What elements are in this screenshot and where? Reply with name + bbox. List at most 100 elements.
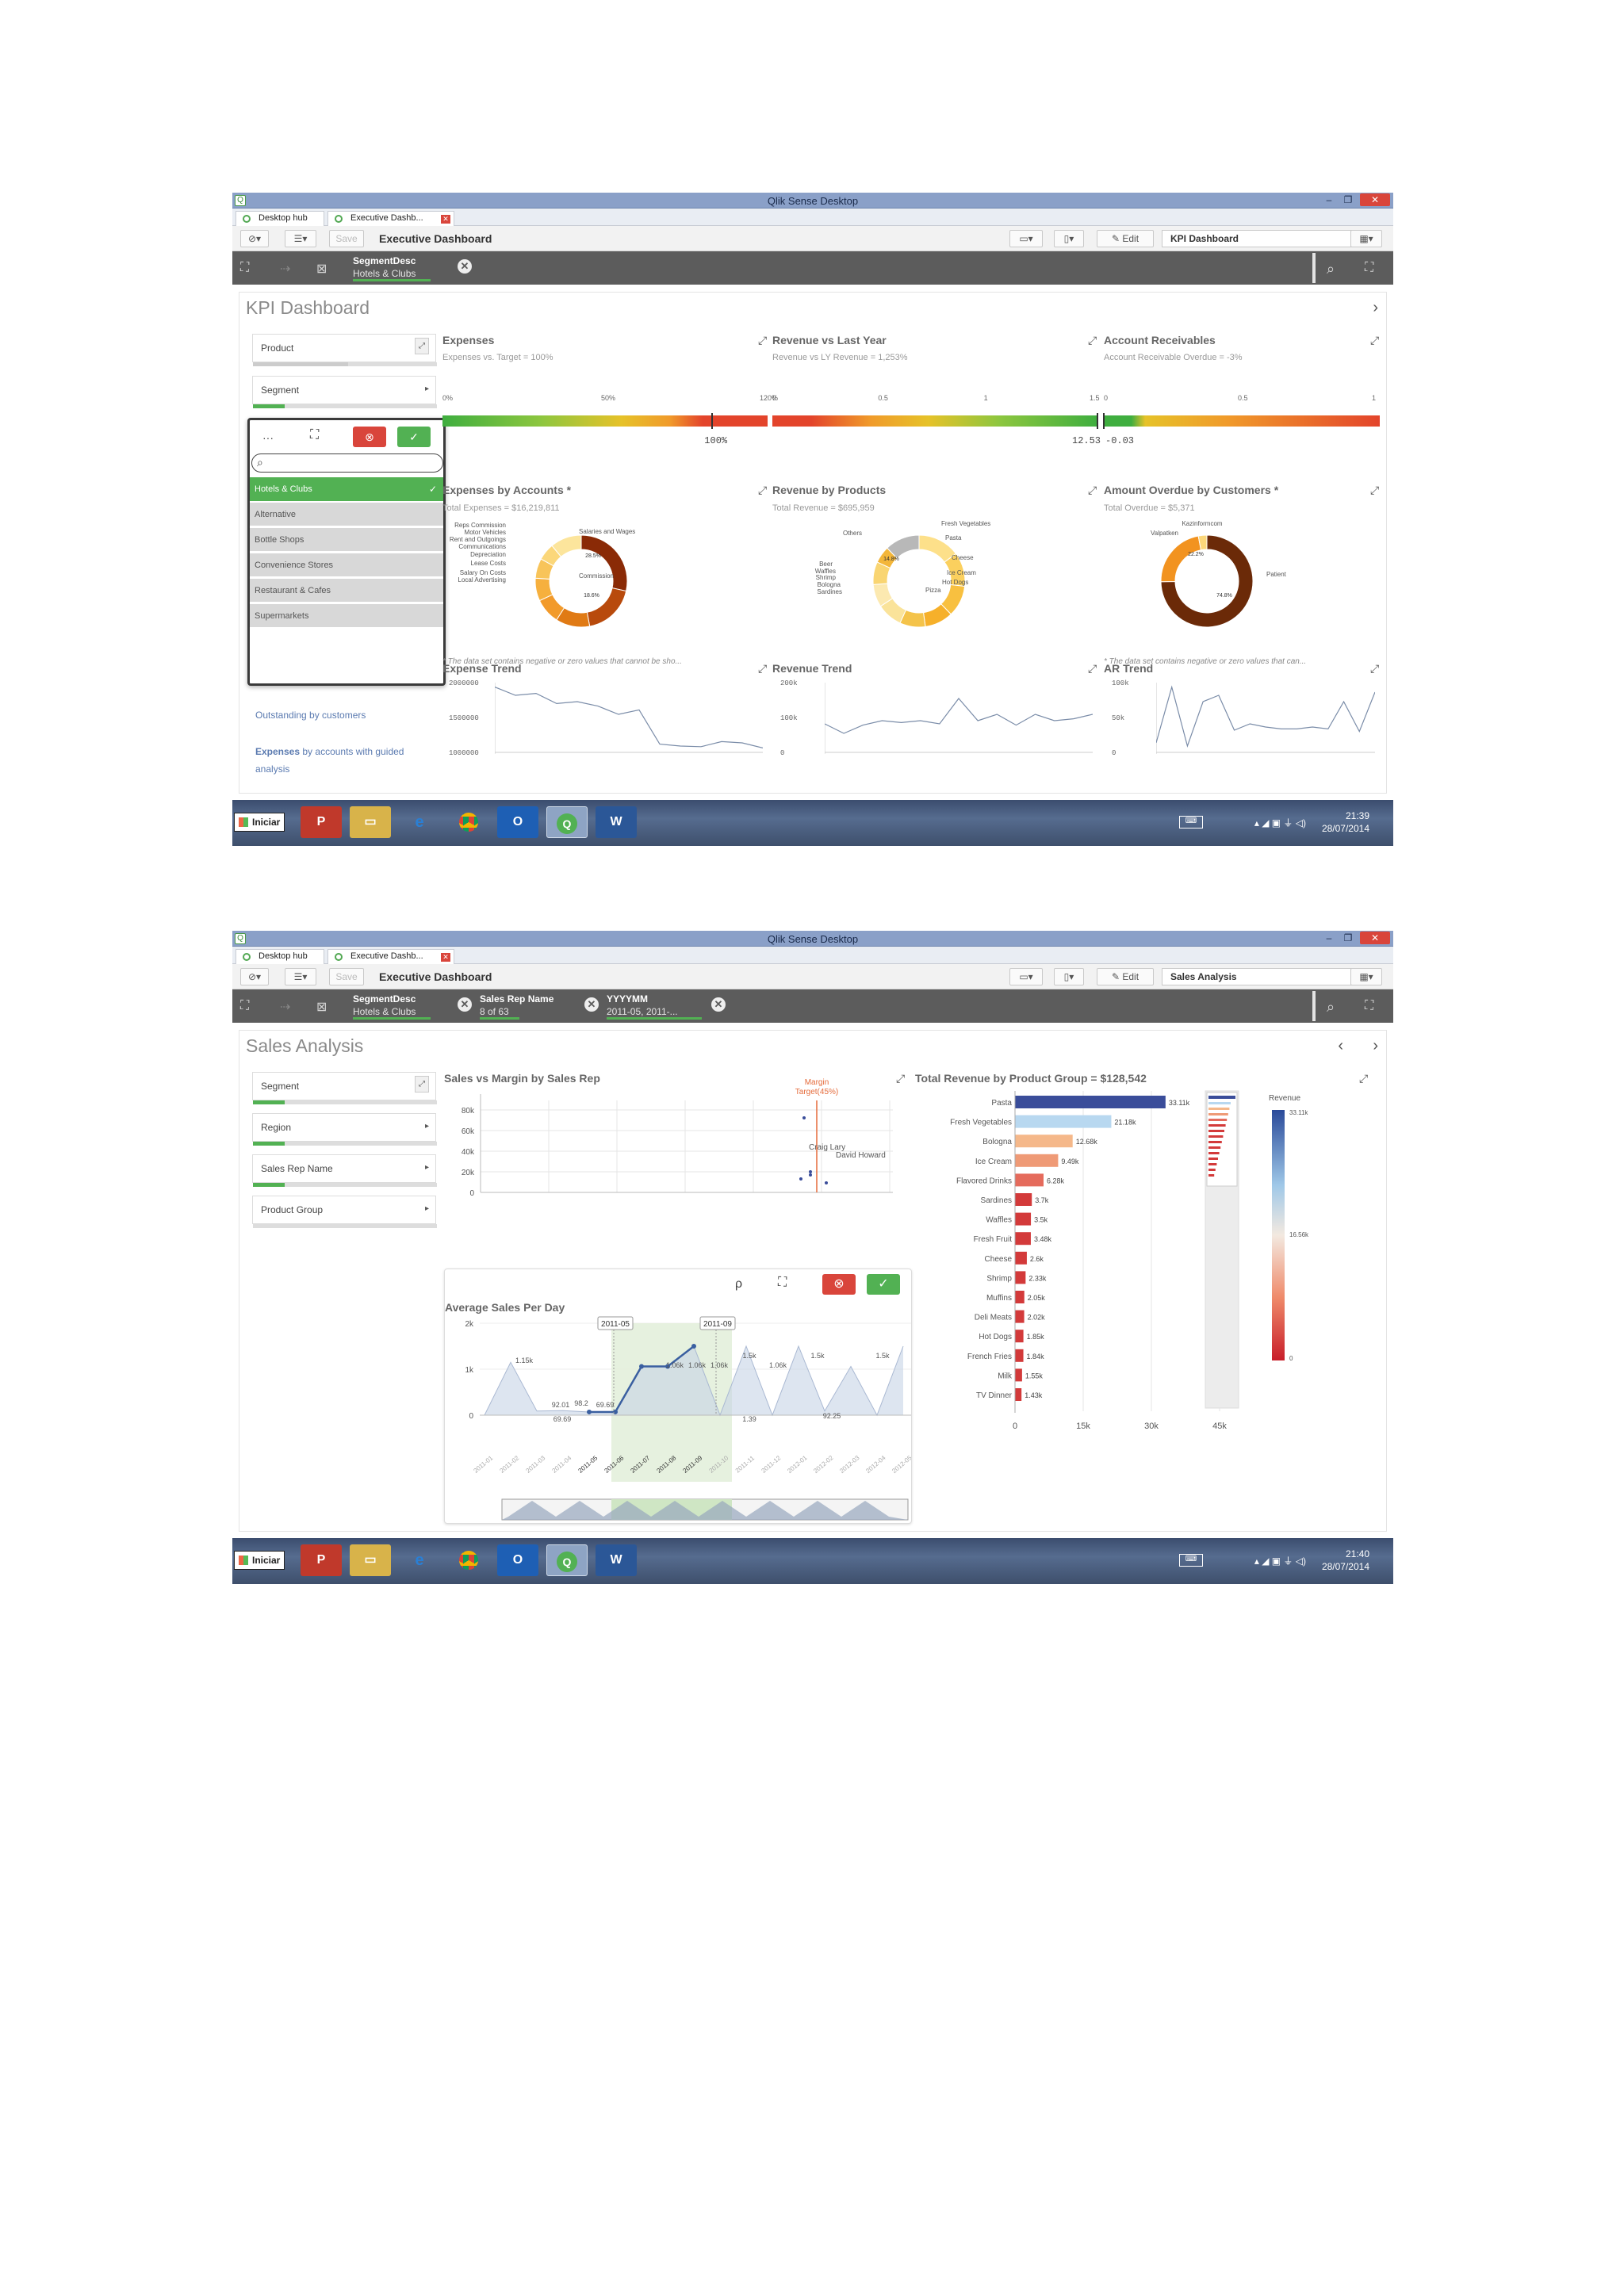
trend-line[interactable] [495,683,763,754]
selections-tool-icon[interactable]: ⛶ [1365,261,1374,274]
smart-search-icon[interactable]: ⛶ [240,999,250,1012]
expand-icon[interactable]: ⤢ [758,662,768,675]
filter-sales-rep-name[interactable]: Sales Rep Name ▸ [252,1154,437,1187]
chrome-icon[interactable] [448,1544,489,1576]
bar[interactable] [1015,1271,1026,1284]
link-outstanding[interactable]: Outstanding by customers [255,710,366,721]
next-sheet-icon[interactable]: › [1373,1037,1378,1054]
trend-series[interactable] [1156,685,1375,748]
cancel-selection-button[interactable]: ⊗ [822,1274,856,1295]
bar[interactable] [1015,1251,1027,1265]
explorer-icon[interactable]: ▭ [350,806,391,838]
clear-all-icon[interactable]: ⊠ [316,262,327,276]
donut-slice[interactable] [887,534,920,559]
list-item[interactable]: Hotels & Clubs ✓ [250,477,443,501]
bar[interactable] [1015,1115,1112,1128]
filter-product-group[interactable]: Product Group ▸ [252,1196,437,1228]
present-button[interactable]: ▭▾ [1009,968,1043,985]
filter-segment[interactable]: Segment ▸ [252,376,437,408]
powerpoint-icon[interactable]: P [301,806,342,838]
close-window-button[interactable]: ✕ [1360,193,1390,206]
bar[interactable] [1015,1388,1022,1401]
word-icon[interactable]: W [596,806,637,838]
maximize-button[interactable]: ❐ [1343,194,1353,205]
bar[interactable] [1015,1349,1024,1362]
expand-icon[interactable]: ⤢ [896,1072,906,1085]
trend-line[interactable] [825,683,1093,754]
cancel-selection-button[interactable]: ⊗ [353,427,386,447]
list-item[interactable]: Restaurant & Cafes [250,579,443,603]
expand-icon[interactable]: ⤢ [1088,662,1097,675]
select-tool-icon[interactable]: ⛶ [778,1276,787,1289]
expand-icon[interactable]: ⤢ [1088,334,1097,346]
filter-region[interactable]: Region ▸ [252,1113,437,1146]
bar[interactable] [1015,1232,1031,1246]
filter-expand-icon[interactable]: ⤢ [415,338,429,354]
tray-icons[interactable]: ▴ ◢ ▣ ⏚ ◁) [1254,817,1306,828]
sheets-button[interactable]: ▦▾ [1350,968,1382,985]
scatter-point[interactable] [809,1173,812,1177]
expand-icon[interactable]: ⤢ [1088,484,1097,496]
ie-icon[interactable]: e [415,1552,424,1569]
scatter-point[interactable] [809,1170,812,1173]
keyboard-icon[interactable]: ⌨ [1179,816,1203,828]
qlik-icon[interactable]: Q [546,1544,588,1576]
revenue-bar-chart[interactable]: 0 15k 30k 45k Pasta 33.11k Fresh Vegetables 21.… [921,1086,1381,1530]
start-button[interactable]: Iniciar [234,813,285,832]
donut-slice[interactable] [1160,534,1254,628]
bar[interactable] [1015,1096,1166,1108]
filter-expand-icon[interactable]: ⤢ [415,1076,429,1093]
tab-executive-dashboard[interactable]: Executive Dashb... ✕ [327,949,454,964]
clear-all-icon[interactable]: ⊠ [316,1001,327,1014]
sheet-name[interactable]: KPI Dashboard [1162,230,1352,247]
clear-selection-icon[interactable]: ✕ [458,997,472,1012]
lasso-icon[interactable]: ρ [735,1277,743,1291]
clock[interactable]: 21:40 28/07/2014 [1322,1548,1369,1573]
clear-selection-icon[interactable]: ✕ [584,997,599,1012]
scatter-point[interactable] [825,1181,828,1184]
list-item[interactable]: Supermarkets [250,604,443,628]
bar[interactable] [1015,1135,1073,1148]
ie-icon[interactable]: e [415,813,424,831]
confirm-selection-button[interactable]: ✓ [397,427,431,447]
list-item[interactable]: Bottle Shops [250,528,443,552]
search-icon[interactable]: ⌕ [1327,999,1335,1015]
navigation-menu-button[interactable]: ⊘▾ [240,230,269,247]
step-forward-icon[interactable]: ⇢ [280,1001,291,1014]
bar[interactable] [1015,1330,1024,1343]
bar[interactable] [1015,1368,1022,1382]
filter-product[interactable]: Product ⤢ [252,334,437,366]
donut-slice[interactable] [1197,534,1208,551]
avg-area[interactable] [485,1346,903,1415]
bookmark-button[interactable]: ▯▾ [1054,968,1084,985]
start-button[interactable]: Iniciar [234,1551,285,1570]
global-menu-button[interactable]: ☰▾ [285,230,316,247]
donut-slice[interactable] [580,534,628,592]
listbox-search-input[interactable]: ⌕ [251,453,443,473]
tab-desktop-hub[interactable]: Desktop hub [236,949,324,964]
save-button[interactable]: Save [329,968,364,985]
bar[interactable] [1015,1291,1025,1303]
edit-button[interactable]: ✎ Edit [1097,230,1154,247]
scatter-point[interactable] [799,1177,802,1181]
expand-icon[interactable]: ⤢ [758,484,768,496]
avg-point[interactable] [691,1344,696,1349]
selection-chip[interactable]: Sales Rep Name 8 of 63 ✕ [480,991,599,1020]
select-tool-icon[interactable]: ⛶ [310,428,320,442]
bar[interactable] [1015,1173,1044,1187]
selection-chip-segmentdesc[interactable]: SegmentDesc Hotels & Clubs ✕ [353,253,472,281]
avg-point[interactable] [587,1409,592,1414]
donut-chart[interactable]: Fresh Vegetables Others Pasta Cheese Ice Cre… [772,519,1097,638]
close-tab-icon[interactable]: ✕ [441,953,450,962]
step-forward-icon[interactable]: ⇢ [280,262,291,276]
outlook-icon[interactable]: O [497,806,538,838]
sheet-name[interactable]: Sales Analysis [1162,968,1352,985]
minimize-button[interactable]: – [1326,194,1332,205]
expand-icon[interactable]: ⤢ [1370,484,1380,496]
clear-selection-icon[interactable]: ✕ [711,997,726,1012]
scrollbar-thumb[interactable] [1206,1092,1238,1187]
tab-executive-dashboard[interactable]: Executive Dashb... ✕ [327,211,454,226]
close-tab-icon[interactable]: ✕ [441,215,450,224]
filter-segment[interactable]: Segment ⤢ [252,1072,437,1104]
